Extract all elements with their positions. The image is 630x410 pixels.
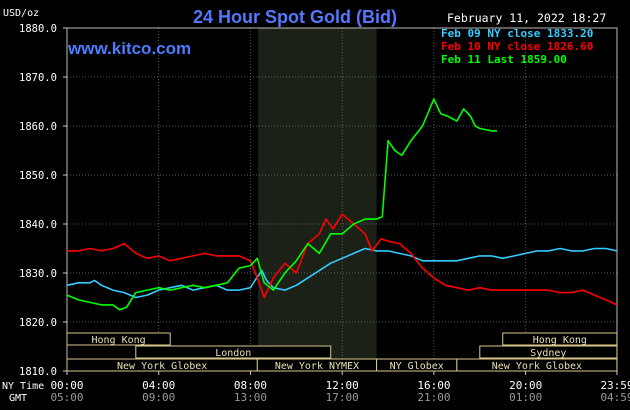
session-hong-kong: Hong Kong (502, 332, 618, 346)
y-tick-label: 1810.0 (19, 366, 57, 378)
x-tick-label-gmt: 17:00 (326, 391, 359, 404)
series-line-1 (67, 213, 618, 306)
session-new-york-globex: New York Globex (66, 358, 258, 372)
legend-item-feb10: Feb 10 NY close 1826.60 (441, 40, 593, 53)
x-tick-label-gmt: 09:00 (142, 391, 175, 404)
date-label: February 11, 2022 18:27 (447, 11, 606, 25)
y-tick-label: 1850.0 (19, 170, 57, 182)
ny-time-row-label: NY Time (2, 381, 44, 392)
y-axis-label: USD/oz (3, 8, 39, 19)
session-box (66, 332, 171, 346)
session-label: New York NYMEX (275, 361, 359, 372)
chart-title: 24 Hour Spot Gold (Bid) (193, 7, 397, 27)
legend: Feb 09 NY close 1833.20 Feb 10 NY close … (441, 27, 593, 66)
session-ny-globex: NY Globex (376, 358, 458, 372)
session-london: London (135, 345, 332, 359)
session-box (479, 345, 618, 359)
x-tick-label-ny: 00:00 (50, 379, 83, 392)
y-tick-label: 1830.0 (19, 268, 57, 280)
session-new-york-globex: New York Globex (456, 358, 618, 372)
session-label: Hong Kong (92, 335, 146, 346)
nymex-session-shade (258, 28, 377, 371)
session-label: London (215, 348, 251, 359)
session-label: Sydney (530, 348, 566, 359)
x-tick-label-gmt: 05:00 (50, 391, 83, 404)
x-tick-label-gmt: 04:59 (600, 391, 630, 404)
x-tick-label-gmt: 13:00 (234, 391, 267, 404)
x-tick-label-ny: 12:00 (326, 379, 359, 392)
session-label: Hong Kong (533, 335, 587, 346)
y-tick-label: 1820.0 (19, 317, 57, 329)
session-label: New York Globex (117, 361, 207, 372)
x-tick-label-ny: 04:00 (142, 379, 175, 392)
legend-item-feb11: Feb 11 Last 1859.00 (441, 53, 567, 66)
legend-item-feb09: Feb 09 NY close 1833.20 (441, 27, 593, 40)
x-tick-label-ny: 16:00 (417, 379, 450, 392)
session-hong-kong: Hong Kong (66, 332, 171, 346)
grid-lines (67, 28, 617, 371)
y-axis-ticks: 1810.0 1820.0 1830.0 1840.0 1850.0 1860.0 1870… (19, 23, 67, 378)
session-label: New York Globex (492, 361, 582, 372)
session-label: NY Globex (390, 361, 444, 372)
session-box (456, 358, 618, 372)
gmt-row-label: GMT (9, 393, 27, 404)
x-tick-label-ny: 23:59 (600, 379, 630, 392)
series-line-0 (66, 247, 618, 299)
x-tick-label-gmt: 01:00 (509, 391, 542, 404)
series-lines (66, 98, 618, 311)
source-link[interactable]: www.kitco.com (67, 39, 191, 58)
session-sydney: Sydney (479, 345, 618, 359)
y-tick-label: 1870.0 (19, 72, 57, 84)
x-tick-label-ny: 08:00 (234, 379, 267, 392)
session-box (502, 332, 618, 346)
session-box (135, 345, 332, 359)
session-new-york-nymex: New York NYMEX (256, 358, 378, 372)
series-line-2 (66, 98, 497, 311)
y-tick-label: 1860.0 (19, 121, 57, 133)
x-tick-label-ny: 20:00 (509, 379, 542, 392)
market-sessions: Hong Kong Hong Kong London Sydney New York G… (66, 332, 618, 372)
x-tick-label-gmt: 21:00 (417, 391, 450, 404)
y-tick-label: 1840.0 (19, 219, 57, 231)
y-tick-label: 1880.0 (19, 23, 57, 35)
